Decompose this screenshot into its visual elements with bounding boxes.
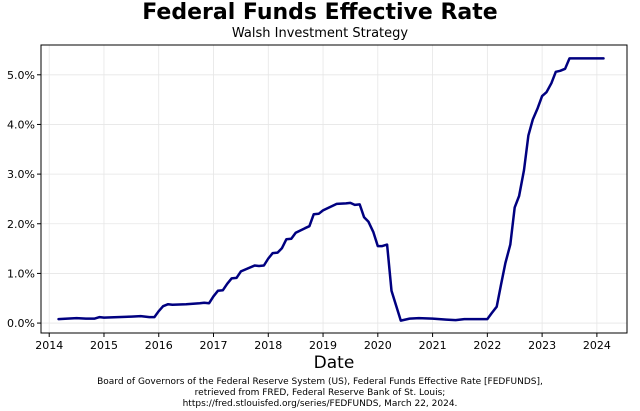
x-tick-label: 2022: [473, 339, 501, 352]
x-tick-label: 2016: [145, 339, 173, 352]
y-tick-label: 1.0%: [7, 267, 35, 280]
plot-frame: [40, 44, 628, 334]
source-footnote: Board of Governors of the Federal Reserv…: [97, 377, 543, 409]
y-tick-label: 2.0%: [7, 218, 35, 231]
x-axis-ticks: 2014 2015 2016 2017 2018 2019 2020 2021 2022 2023…: [35, 333, 611, 352]
x-tick-label: 2021: [419, 339, 447, 352]
x-axis-label: Date: [314, 353, 355, 373]
x-tick-label: 2020: [364, 339, 392, 352]
x-tick-label: 2017: [200, 339, 228, 352]
x-tick-label: 2024: [583, 339, 611, 352]
chart-subtitle: Walsh Investment Strategy: [231, 26, 409, 41]
series-line: [57, 57, 605, 322]
chart-title: Federal Funds Effective Rate: [142, 0, 498, 25]
x-tick-label: 2023: [528, 339, 556, 352]
x-tick-label: 2015: [90, 339, 118, 352]
x-tick-label: 2019: [309, 339, 337, 352]
y-tick-label: 3.0%: [7, 168, 35, 181]
grid-lines: [41, 45, 627, 333]
y-axis-ticks: 0.0% 1.0% 2.0% 3.0% 4.0% 5.0%: [7, 69, 41, 330]
x-tick-label: 2018: [254, 339, 282, 352]
y-tick-label: 4.0%: [7, 118, 35, 131]
y-tick-label: 0.0%: [7, 317, 35, 330]
y-tick-label: 5.0%: [7, 69, 35, 82]
x-tick-label: 2014: [35, 339, 63, 352]
series-lines: [57, 57, 605, 322]
